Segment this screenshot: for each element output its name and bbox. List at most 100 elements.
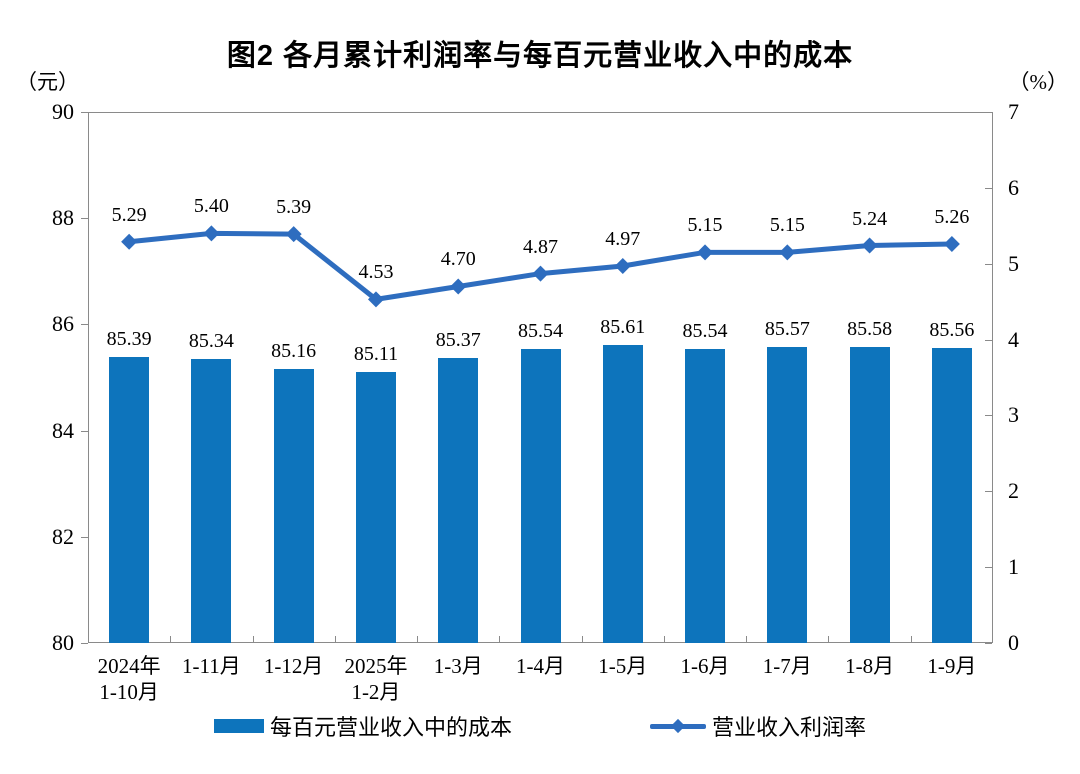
line-value-label: 5.15 [769,214,805,237]
left-axis-tick-mark [81,112,88,113]
diamond-marker-icon [861,237,878,254]
line-value-label: 5.15 [687,214,723,237]
bar-value-label: 85.58 [847,317,893,340]
diamond-marker-icon [614,257,631,274]
diamond-marker-icon [285,226,302,243]
bar [931,347,972,643]
x-axis-tick-mark [417,636,419,643]
chart-title: 图2 各月累计利润率与每百元营业收入中的成本 [226,40,854,72]
x-axis-category-label: 1-7月 [762,654,812,678]
x-axis-category-label: 1-5月 [598,654,648,678]
diamond-marker-icon [450,278,467,295]
x-axis-category-label: 1-3月 [433,654,483,678]
line-value-label: 5.26 [934,205,970,228]
x-axis-tick-mark [581,636,583,643]
left-axis-tick-mark [81,324,88,326]
line-series-swatch [650,718,706,734]
bar [109,356,150,643]
right-axis-tick-mark [985,112,992,113]
bar [520,348,561,643]
x-axis-tick-mark [170,636,172,643]
right-axis-tick-mark [985,263,992,265]
bar [438,357,479,643]
bar [849,346,890,643]
legend-label-cost: 每百元营业收入中的成本 [269,715,512,740]
diamond-marker-icon [367,291,384,308]
right-axis-tick-mark [985,339,992,341]
bar-value-label: 85.54 [518,319,563,342]
right-axis-tick-label: 0 [1008,630,1019,655]
line-value-label: 4.97 [605,227,641,250]
right-axis-tick-mark [985,643,992,644]
x-axis-category-label: 1-6月 [680,654,730,678]
bar [273,369,314,643]
right-axis-tick-label: 3 [1008,402,1019,428]
line-value-label: 5.29 [111,203,147,226]
bar-value-label: 85.34 [188,330,234,353]
bar-value-label: 85.54 [682,319,728,342]
right-axis-tick-mark [985,567,992,569]
left-axis-tick-label: 80 [52,630,74,655]
diamond-marker-icon [121,233,138,250]
x-axis-tick-mark [910,636,912,643]
profit-rate-line [121,225,960,308]
left-axis-tick-label: 86 [52,311,74,337]
bar-series-swatch [213,719,264,733]
right-axis-tick-label: 7 [1008,99,1019,124]
diamond-marker-icon [203,225,220,242]
x-axis-category-label: 2025年 1-2月 [344,654,408,704]
left-axis-unit-label: （元） [16,70,79,94]
left-axis-tick-mark [81,430,88,432]
bar-value-label: 85.39 [106,327,152,350]
line-value-label: 4.87 [523,235,558,258]
x-axis-tick-mark [499,636,501,643]
right-axis-tick-label: 5 [1008,250,1019,276]
bar [191,359,232,643]
x-axis-category-label: 1-11月 [182,654,241,678]
x-axis-tick-mark [334,636,336,643]
right-axis-tick-label: 2 [1008,478,1019,504]
right-axis-unit-label: （%） [1008,70,1069,94]
right-axis-tick-label: 6 [1008,174,1019,200]
x-axis-category-label: 1-4月 [515,654,565,678]
bar [602,345,643,643]
left-axis-tick-label: 90 [52,99,74,124]
x-axis-tick-mark [663,636,665,643]
line-value-label: 4.53 [358,261,394,284]
diamond-marker-icon [532,265,549,282]
x-axis-category-label: 1-8月 [845,654,895,678]
x-axis-category-label: 1-9月 [927,654,977,678]
bar-value-label: 85.56 [929,318,975,341]
right-axis-tick-label: 4 [1008,326,1019,352]
x-axis-tick-mark [746,636,748,643]
legend-label-profit-rate: 营业收入利润率 [712,715,867,740]
line-value-label: 5.39 [276,196,312,219]
left-axis-tick-label: 82 [52,523,74,549]
legend: 每百元营业收入中的成本 营业收入利润率 [0,710,1080,742]
x-axis-tick-mark [828,636,830,643]
left-axis-tick-mark [81,218,88,220]
left-axis-tick-label: 88 [52,205,74,231]
bar [685,348,726,643]
left-axis-tick-label: 84 [52,417,74,443]
line-value-label: 4.70 [440,248,476,271]
legend-item-profit-rate: 营业收入利润率 [650,710,866,742]
x-axis-category-label: 1-12月 [263,654,324,678]
left-axis-tick-mark [81,643,88,644]
right-axis-tick-mark [985,415,992,417]
right-axis-tick-label: 1 [1008,554,1019,580]
bar-value-label: 85.61 [600,316,646,339]
bar [767,347,808,643]
right-axis-tick-mark [985,187,992,189]
bar-value-label: 85.11 [353,342,399,365]
line-value-label: 5.24 [852,207,888,230]
legend-item-cost: 每百元营业收入中的成本 [213,710,512,742]
bar-value-label: 85.37 [435,328,481,351]
right-axis-tick-mark [985,491,992,493]
bar-value-label: 85.57 [764,318,810,341]
bar-value-label: 85.16 [271,340,317,362]
x-axis-category-label: 2024年 1-10月 [97,654,161,704]
line-value-label: 5.40 [193,195,229,218]
diamond-marker-icon [697,244,714,261]
